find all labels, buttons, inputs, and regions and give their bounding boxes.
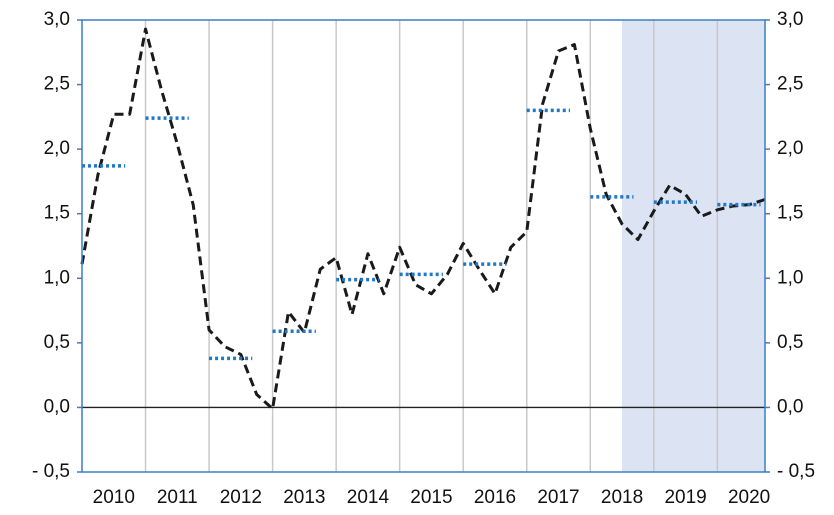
x-tick-label: 2018	[601, 487, 643, 508]
y-tick-label: 2,0	[44, 138, 70, 159]
forecast-shading	[622, 20, 765, 472]
y2-tick-label: 0,0	[777, 396, 803, 417]
x-tick-label: 2011	[157, 487, 198, 508]
x-tick-label: 2015	[410, 487, 452, 508]
y-tick-label: 2,5	[44, 74, 70, 95]
y-tick-label: 0,0	[44, 396, 70, 417]
y-tick-label: 1,0	[44, 267, 70, 288]
y2-tick-label: 1,0	[777, 267, 803, 288]
x-tick-label: 2013	[283, 487, 325, 508]
y2-tick-label: 1,5	[777, 203, 803, 224]
y-tick-label: 1,5	[44, 203, 70, 224]
y2-tick-label: 3,0	[777, 9, 803, 30]
x-tick-label: 2017	[537, 487, 579, 508]
x-tick-label: 2016	[474, 487, 516, 508]
quarterly-line	[80, 27, 766, 411]
y2-tick-label: 2,5	[777, 74, 803, 95]
y2-tick-label: - 0,5	[777, 461, 815, 482]
x-tick-label: 2010	[93, 487, 135, 508]
x-tick-label: 2012	[220, 487, 262, 508]
y-tick-label: 0,5	[44, 332, 70, 353]
plot-frame	[81, 19, 766, 473]
x-tick-label: 2020	[728, 487, 770, 508]
y2-tick-label: 0,5	[777, 332, 803, 353]
x-tick-label: 2014	[347, 487, 390, 508]
y2-tick-label: 2,0	[777, 138, 803, 159]
y-tick-label: - 0,5	[32, 461, 70, 482]
x-tick-label: 2019	[664, 487, 706, 508]
y-tick-label: 3,0	[44, 9, 70, 30]
